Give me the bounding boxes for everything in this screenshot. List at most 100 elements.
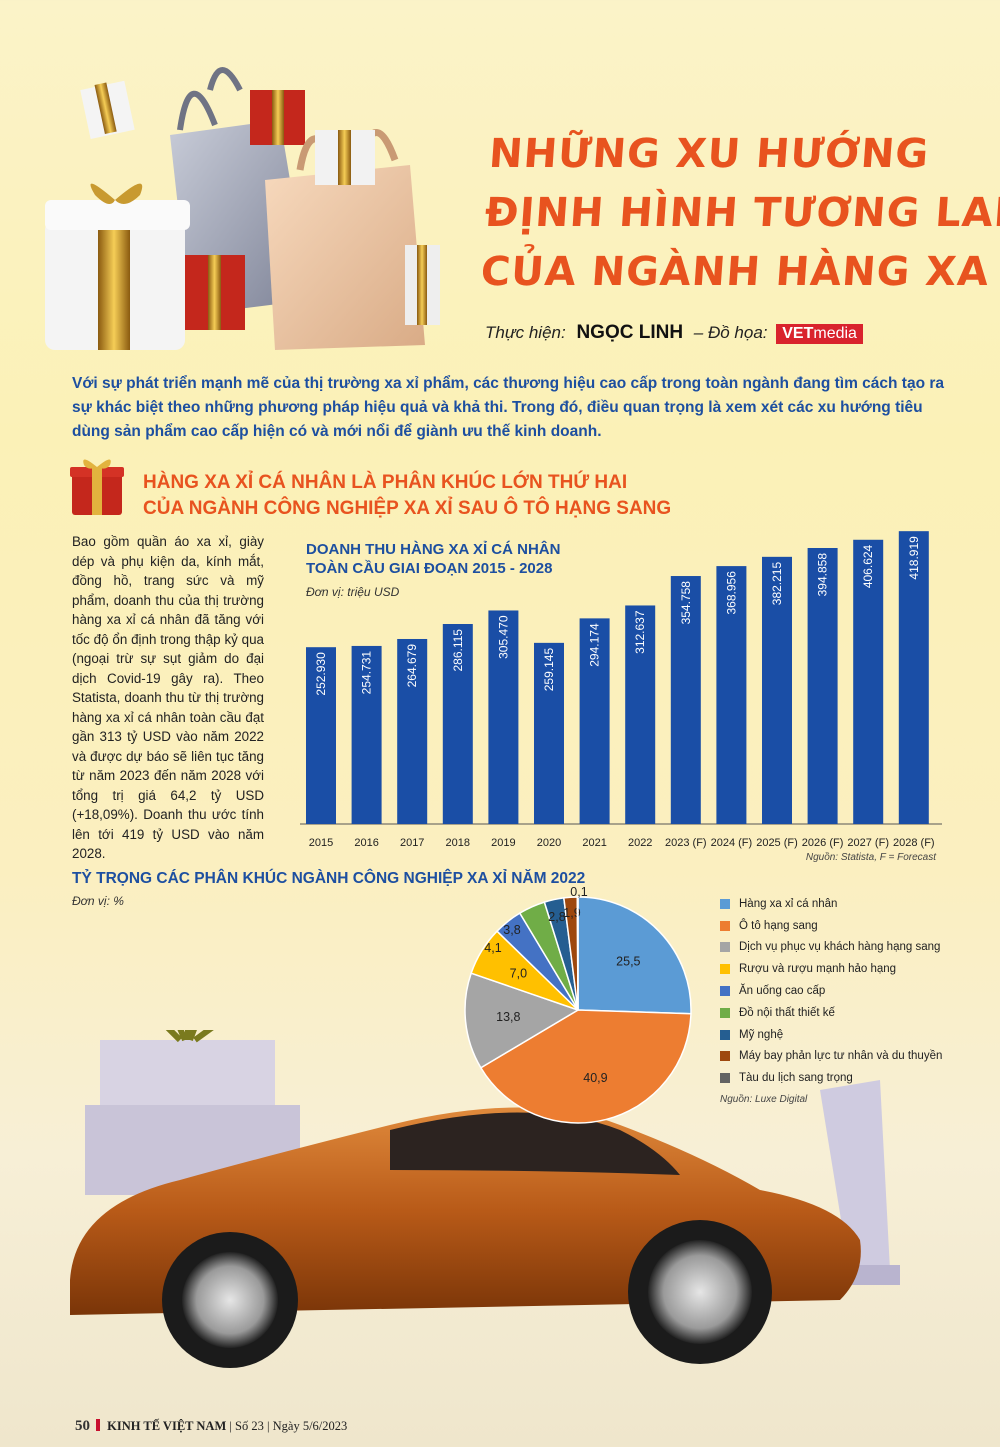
section-heading: HÀNG XA XỈ CÁ NHÂN LÀ PHÂN KHÚC LỚN THỨ … (143, 470, 671, 522)
bar-value-label: 305.470 (496, 615, 510, 659)
bar-chart-source: Nguồn: Statista, F = Forecast (806, 851, 937, 863)
pie-value-label: 13,8 (496, 1010, 520, 1024)
bar-value-label: 286.115 (451, 629, 465, 672)
legend-item: Ô tô hạng sang (720, 915, 942, 937)
bar-value-label: 394.858 (816, 553, 830, 597)
x-tick-label: 2025 (F) (756, 837, 798, 849)
legend-label: Đồ nội thất thiết kế (739, 1006, 835, 1019)
legend-label: Máy bay phản lực tư nhân và du thuyền (739, 1050, 943, 1063)
magazine-name: KINH TẾ VIỆT NAM (107, 1419, 227, 1433)
bar (762, 556, 792, 824)
issue-date: Ngày 5/6/2023 (272, 1419, 348, 1433)
section-heading-line-2: CỦA NGÀNH CÔNG NGHIỆP XA XỈ SAU Ô TÔ HẠN… (143, 498, 672, 519)
pie-value-label: 40,9 (583, 1071, 607, 1085)
shopping-gifts-illustration (45, 67, 440, 350)
bar-value-label: 418.919 (907, 536, 921, 580)
pie-slice (577, 896, 692, 1015)
legend-item: Ăn uống cao cấp (720, 980, 942, 1002)
x-tick-label: 2015 (309, 837, 333, 849)
x-tick-label: 2018 (446, 837, 470, 849)
lead-paragraph: Với sự phát triển mạnh mẽ của thị trường… (72, 375, 945, 440)
page-number: 50 (75, 1418, 90, 1434)
bar (534, 642, 564, 824)
pie-value-label: 7,0 (510, 966, 527, 980)
legend-swatch (720, 964, 730, 975)
title-line-3: CỦA NGÀNH HÀNG XA XỈ (479, 249, 1000, 295)
x-tick-label: 2022 (628, 837, 652, 849)
legend-swatch (720, 1051, 730, 1062)
bar (807, 547, 838, 824)
pie-value-label: 25,5 (616, 954, 640, 968)
bar (397, 638, 428, 824)
pie-chart: 25,5 40,9 13,8 7,0 4,13,8 2,81,9 0,1 (464, 885, 692, 1124)
bar-value-label: 354.758 (679, 581, 693, 625)
x-tick-label: 2026 (F) (802, 837, 844, 849)
bar-value-label: 406.624 (861, 544, 875, 588)
legend-item: Đồ nội thất thiết kế (720, 1002, 942, 1024)
pie-value-label: 3,8 (503, 923, 520, 937)
bar-value-label: 312.637 (633, 610, 647, 654)
x-tick-label: 2016 (354, 837, 378, 849)
bar (898, 531, 929, 824)
author-name: NGỌC LINH (576, 322, 684, 343)
bar (488, 610, 519, 824)
legend-item: Rượu và rượu mạnh hảo hạng (720, 958, 942, 980)
graphics-label: – Đồ họa: (693, 323, 768, 342)
pie-value-label: 0,1 (570, 885, 587, 899)
legend-item: Dịch vụ phục vụ khách hàng hạng sang (720, 937, 942, 959)
section-heading-line-1: HÀNG XA XỈ CÁ NHÂN LÀ PHÂN KHÚC LỚN THỨ … (143, 472, 628, 493)
legend-swatch (720, 920, 730, 931)
legend-label: Hàng xa xỉ cá nhân (739, 897, 838, 910)
bar-chart-unit: Đơn vị: triệu USD (306, 585, 400, 599)
legend-swatch (720, 1073, 730, 1084)
page-title: NHỮNG XU HƯỚNG ĐỊNH HÌNH TƯƠNG LAI CỦA N… (479, 125, 1000, 302)
legend-label: Dịch vụ phục vụ khách hàng hạng sang (739, 941, 941, 954)
bar (579, 618, 610, 824)
bar-chart-title-line-2: TOÀN CẦU GIAI ĐOẠN 2015 - 2028 (306, 560, 553, 577)
title-line-1: NHỮNG XU HƯỚNG (487, 131, 931, 177)
pie-slice (479, 1009, 692, 1124)
x-tick-label: 2027 (F) (847, 837, 889, 849)
bar-chart-title: DOANH THU HÀNG XA XỈ CÁ NHÂN TOÀN CẦU GI… (306, 540, 560, 602)
pie-value-label: 1,9 (563, 906, 580, 920)
x-tick-label: 2019 (491, 837, 515, 849)
bar-chart: 252.930 2015 254.731 2016 264.679 2017 286.115… (300, 531, 942, 863)
x-tick-label: 2021 (582, 837, 606, 849)
gift-icon (70, 459, 124, 515)
credits: Thực hiện: NGỌC LINH – Đồ họa: VETmedia (485, 322, 863, 344)
pie-source: Nguồn: Luxe Digital (720, 1094, 808, 1105)
legend-label: Rượu và rượu mạnh hảo hạng (739, 963, 897, 976)
bar-value-label: 259.145 (542, 648, 556, 692)
legend-item: Mỹ nghệ (720, 1024, 942, 1046)
legend-label: Ăn uống cao cấp (739, 985, 826, 998)
x-tick-label: 2024 (F) (711, 837, 753, 849)
pie-slice (576, 896, 579, 1011)
car-illustration (70, 1030, 900, 1368)
legend-swatch (720, 898, 730, 909)
footer-divider-mark (96, 1419, 100, 1431)
bar-value-label: 294.174 (588, 623, 602, 667)
bar (853, 539, 884, 824)
pie-value-label: 4,1 (484, 941, 501, 955)
x-tick-label: 2028 (F) (893, 837, 935, 849)
bar-chart-title-line-1: DOANH THU HÀNG XA XỈ CÁ NHÂN (306, 541, 561, 558)
x-tick-label: 2017 (400, 837, 424, 849)
x-tick-label: 2023 (F) (665, 837, 707, 849)
bar (716, 566, 747, 824)
x-tick-label: 2020 (537, 837, 561, 849)
legend-item: Tàu du lịch sang trọng (720, 1067, 942, 1089)
bar (670, 576, 701, 824)
legend-label: Mỹ nghệ (739, 1028, 784, 1041)
title-line-2: ĐỊNH HÌNH TƯƠNG LAI (483, 190, 1000, 236)
page-footer: 50 KINH TẾ VIỆT NAM | Số 23 | Ngày 5/6/2… (75, 1418, 348, 1434)
credit-label: Thực hiện: (485, 323, 566, 342)
bar-value-label: 368.956 (724, 571, 738, 615)
pie-value-label: 2,8 (548, 910, 565, 924)
pie-chart-unit: Đơn vị: % (72, 894, 124, 908)
pie-legend: Hàng xa xỉ cá nhân Ô tô hạng sang Dịch vụ … (720, 893, 942, 1089)
bar-value-label: 264.679 (405, 644, 419, 688)
bar (442, 624, 473, 824)
bar (625, 605, 656, 824)
legend-label: Tàu du lịch sang trọng (739, 1072, 853, 1085)
bar-value-label: 252.930 (314, 652, 328, 696)
